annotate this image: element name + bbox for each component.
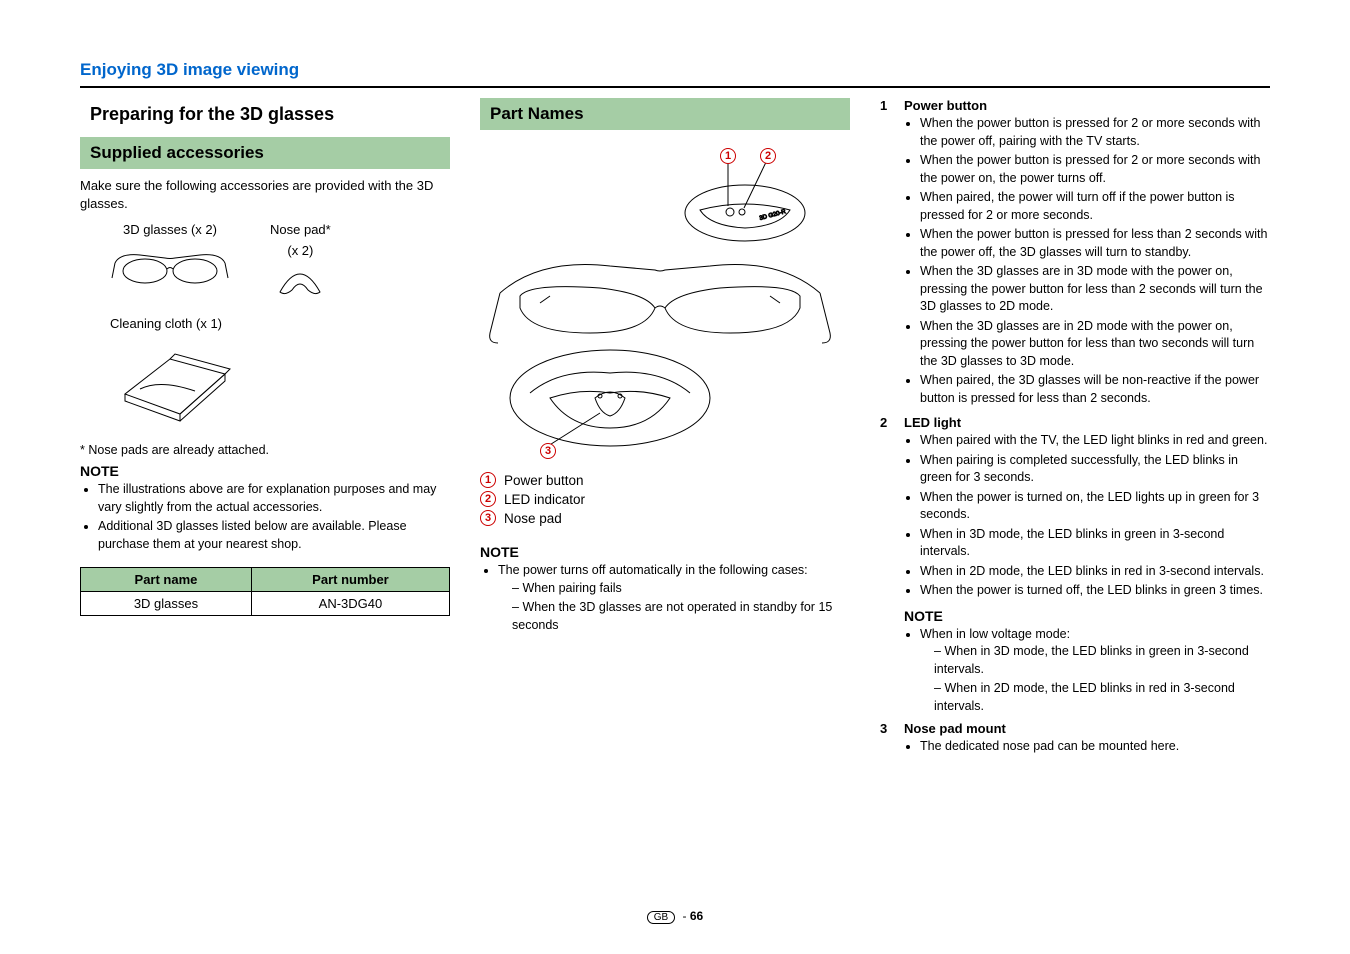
list-item: When pairing fails [512,580,850,598]
list-item: The dedicated nose pad can be mounted he… [920,738,1270,756]
list-item: When the 3D glasses are not operated in … [512,599,850,634]
parts-table: Part name Part number 3D glasses AN-3DG4… [80,567,450,616]
legend-label: LED indicator [504,492,585,507]
column-left: Preparing for the 3D glasses Supplied ac… [80,98,450,764]
list-item: When in 2D mode, the LED blinks in red i… [934,680,1270,715]
list-item: When the 3D glasses are in 3D mode with … [920,263,1270,316]
section-led-light: 2 LED light When paired with the TV, the… [880,415,1270,602]
list-item: When the power button is pressed for 2 o… [920,152,1270,187]
table-cell-partname: 3D glasses [81,592,252,616]
led-light-list: When paired with the TV, the LED light b… [904,432,1270,600]
column-middle: Part Names 1 2 3 3D G20-R [480,98,850,764]
section-title: Nose pad mount [904,721,1270,736]
page-number: 66 [690,909,703,923]
nosepad-footnote: * Nose pads are already attached. [80,443,450,457]
list-item: When the power is turned off, the LED bl… [920,582,1270,600]
callout-3-icon: 3 [540,443,556,459]
list-item: When the power button is pressed for les… [920,226,1270,261]
callout-icon: 3 [480,510,496,526]
callout-legend: 1 Power button 2 LED indicator 3 Nose pa… [480,472,850,526]
list-item: When the power button is pressed for 2 o… [920,115,1270,150]
glasses-icon [110,243,230,293]
section-nose-pad-mount: 3 Nose pad mount The dedicated nose pad … [880,721,1270,758]
content-columns: Preparing for the 3D glasses Supplied ac… [80,98,1270,764]
note-lead: When in low voltage mode: [920,627,1070,641]
column-right: 1 Power button When the power button is … [880,98,1270,764]
footer-sep: - [679,909,690,923]
list-item: When in 3D mode, the LED blinks in green… [920,526,1270,561]
page-title: Enjoying 3D image viewing [80,60,1270,80]
accessory-nosepad-label: Nose pad* [270,222,331,237]
accessory-nosepad-sub: (x 2) [270,243,331,258]
list-item: Additional 3D glasses listed below are a… [98,518,450,553]
section-number: 2 [880,415,894,602]
mid-note-list: The power turns off automatically in the… [480,562,850,634]
list-item: When in 3D mode, the LED blinks in green… [934,643,1270,678]
left-note-list: The illustrations above are for explanat… [80,481,450,553]
cloth-icon [110,339,450,429]
callout-icon: 2 [480,491,496,507]
list-item: When paired with the TV, the LED light b… [920,432,1270,450]
list-item: The illustrations above are for explanat… [98,481,450,516]
section-preparing-title: Preparing for the 3D glasses [80,98,450,131]
table-row: Part name Part number [81,568,450,592]
list-item: When pairing is completed successfully, … [920,452,1270,487]
table-row: 3D glasses AN-3DG40 [81,592,450,616]
table-header-partname: Part name [81,568,252,592]
section-number: 3 [880,721,894,758]
callout-1-icon: 1 [720,148,736,164]
right-note-sublist: When in 3D mode, the LED blinks in green… [920,643,1270,715]
legend-item-1: 1 Power button [480,472,850,488]
header-rule [80,86,1270,88]
list-item: When paired, the 3D glasses will be non-… [920,372,1270,407]
svg-text:3D G20-R: 3D G20-R [759,209,787,222]
table-header-partnumber: Part number [251,568,449,592]
right-note-title: NOTE [904,608,1270,624]
legend-label: Nose pad [504,511,562,526]
table-cell-partnumber: AN-3DG40 [251,592,449,616]
legend-item-3: 3 Nose pad [480,510,850,526]
accessory-row-1: 3D glasses (x 2) [110,222,450,300]
page-footer: GB - 66 [0,909,1350,924]
power-button-list: When the power button is pressed for 2 o… [904,115,1270,407]
left-note-title: NOTE [80,463,450,479]
nose-pad-list: The dedicated nose pad can be mounted he… [904,738,1270,756]
accessory-cloth: Cleaning cloth (x 1) [110,316,450,429]
right-note-block: NOTE When in low voltage mode: When in 3… [904,608,1270,716]
region-badge: GB [647,911,675,924]
list-item: When paired, the power will turn off if … [920,189,1270,224]
nosepad-icon [270,264,331,300]
section-supplied-title: Supplied accessories [80,137,450,169]
list-item: When in low voltage mode: When in 3D mod… [920,626,1270,716]
legend-label: Power button [504,473,584,488]
right-note-list: When in low voltage mode: When in 3D mod… [904,626,1270,716]
partnames-diagram: 1 2 3 3D G20-R [480,138,840,458]
section-power-button: 1 Power button When the power button is … [880,98,1270,409]
list-item: When the 3D glasses are in 2D mode with … [920,318,1270,371]
section-title: LED light [904,415,1270,430]
list-item: The power turns off automatically in the… [498,562,850,634]
section-title: Power button [904,98,1270,113]
mid-note-title: NOTE [480,544,850,560]
section-partnames-title: Part Names [480,98,850,130]
glasses-diagram-svg: 3D G20-R [480,138,840,458]
accessory-glasses-label: 3D glasses (x 2) [110,222,230,237]
accessory-glasses: 3D glasses (x 2) [110,222,230,300]
legend-item-2: 2 LED indicator [480,491,850,507]
accessory-cloth-label: Cleaning cloth (x 1) [110,316,450,331]
list-item: When in 2D mode, the LED blinks in red i… [920,563,1270,581]
supplied-intro: Make sure the following accessories are … [80,177,450,212]
accessory-nosepad: Nose pad* (x 2) [270,222,331,300]
callout-2-icon: 2 [760,148,776,164]
callout-icon: 1 [480,472,496,488]
list-item: When the power is turned on, the LED lig… [920,489,1270,524]
mid-note-sublist: When pairing fails When the 3D glasses a… [498,580,850,635]
section-number: 1 [880,98,894,409]
note-lead: The power turns off automatically in the… [498,563,808,577]
